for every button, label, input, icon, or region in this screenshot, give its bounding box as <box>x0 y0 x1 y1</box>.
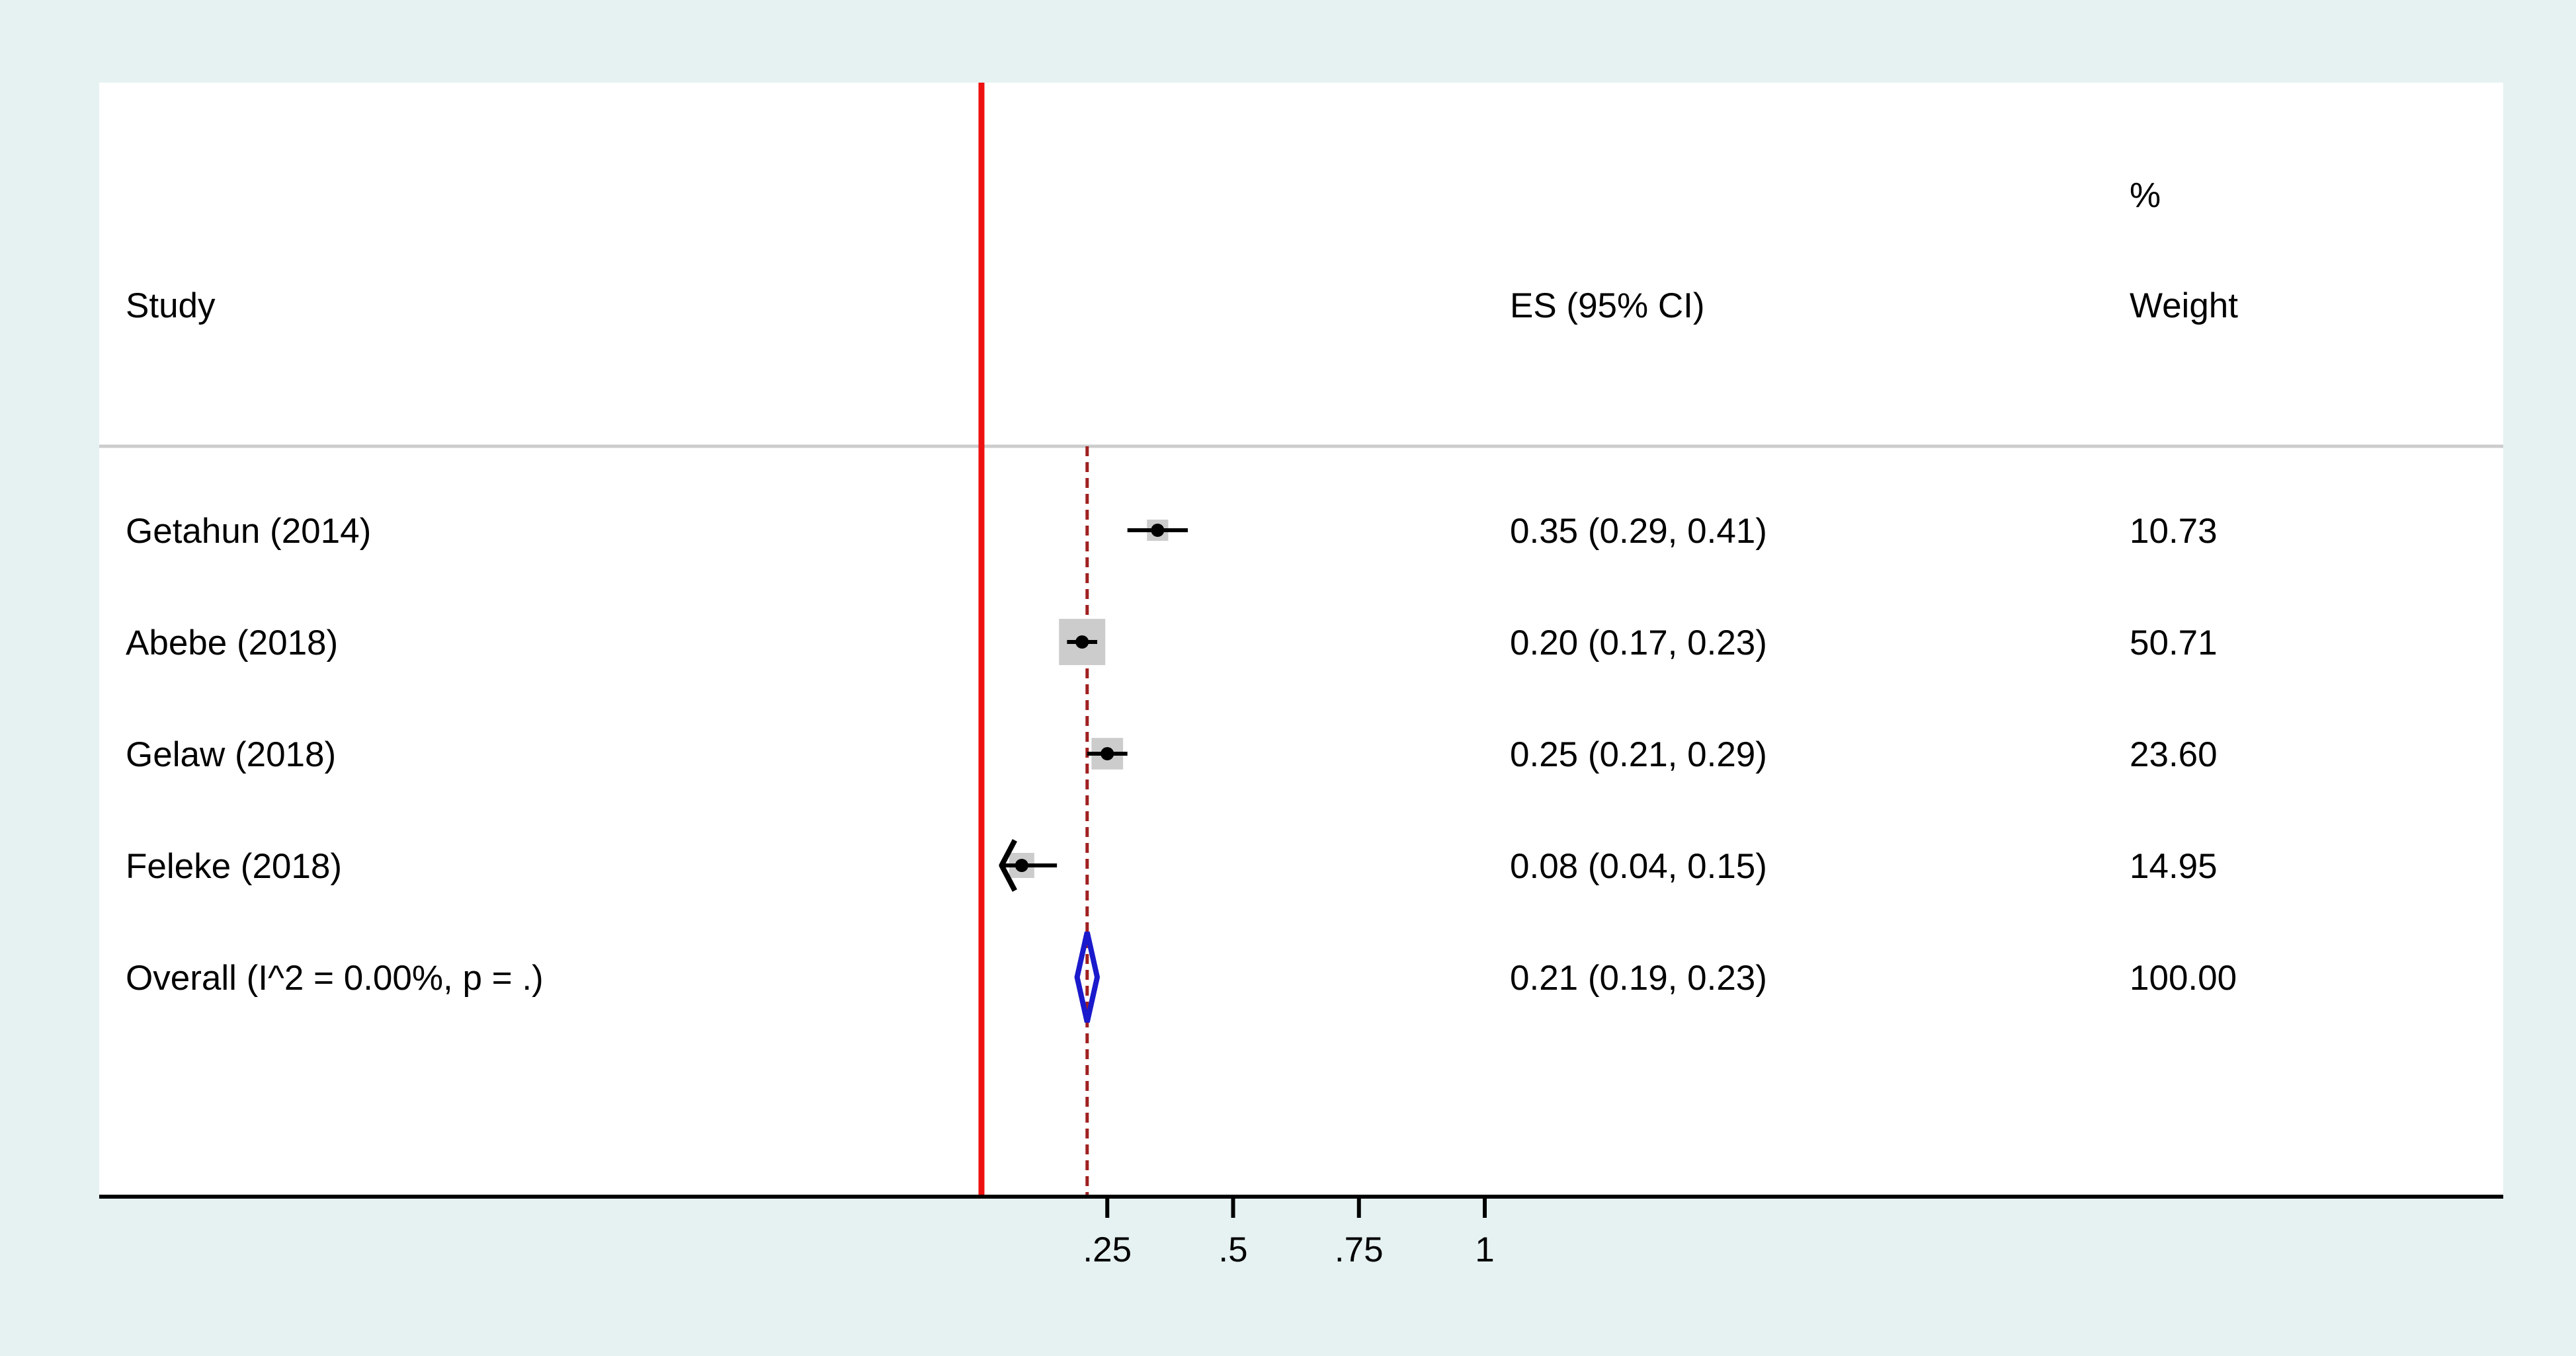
study-es-ci: 0.35 (0.29, 0.41) <box>1510 512 1767 551</box>
x-tick-label: 1 <box>1475 1230 1494 1269</box>
x-tick-label: .25 <box>1083 1230 1132 1269</box>
study-point-estimate <box>1015 859 1028 872</box>
study-label: Gelaw (2018) <box>126 735 336 774</box>
header-es: ES (95% CI) <box>1510 286 1705 325</box>
study-label: Feleke (2018) <box>126 847 342 886</box>
overall-es-ci: 0.21 (0.19, 0.23) <box>1510 959 1767 998</box>
study-es-ci: 0.08 (0.04, 0.15) <box>1510 847 1767 886</box>
study-es-ci: 0.20 (0.17, 0.23) <box>1510 623 1767 662</box>
x-tick-label: .5 <box>1218 1230 1247 1269</box>
overall-weight: 100.00 <box>2130 959 2237 998</box>
header-weight: Weight <box>2130 286 2238 325</box>
study-weight: 50.71 <box>2130 623 2218 662</box>
study-point-estimate <box>1151 524 1165 537</box>
study-weight: 10.73 <box>2130 512 2218 551</box>
study-es-ci: 0.25 (0.21, 0.29) <box>1510 735 1767 774</box>
study-weight: 23.60 <box>2130 735 2218 774</box>
overall-diamond <box>1074 932 1101 1023</box>
overall-label: Overall (I^2 = 0.00%, p = .) <box>126 959 544 998</box>
study-weight: 14.95 <box>2130 847 2218 886</box>
study-point-estimate <box>1075 635 1089 649</box>
header-study: Study <box>126 286 216 325</box>
study-label: Abebe (2018) <box>126 623 338 662</box>
ci-truncation-arrow <box>999 839 1017 892</box>
plot-area <box>99 83 2503 1197</box>
x-tick-label: .75 <box>1335 1230 1384 1269</box>
header-percent: % <box>2130 176 2161 215</box>
study-label: Getahun (2014) <box>126 512 371 551</box>
study-point-estimate <box>1101 747 1114 760</box>
